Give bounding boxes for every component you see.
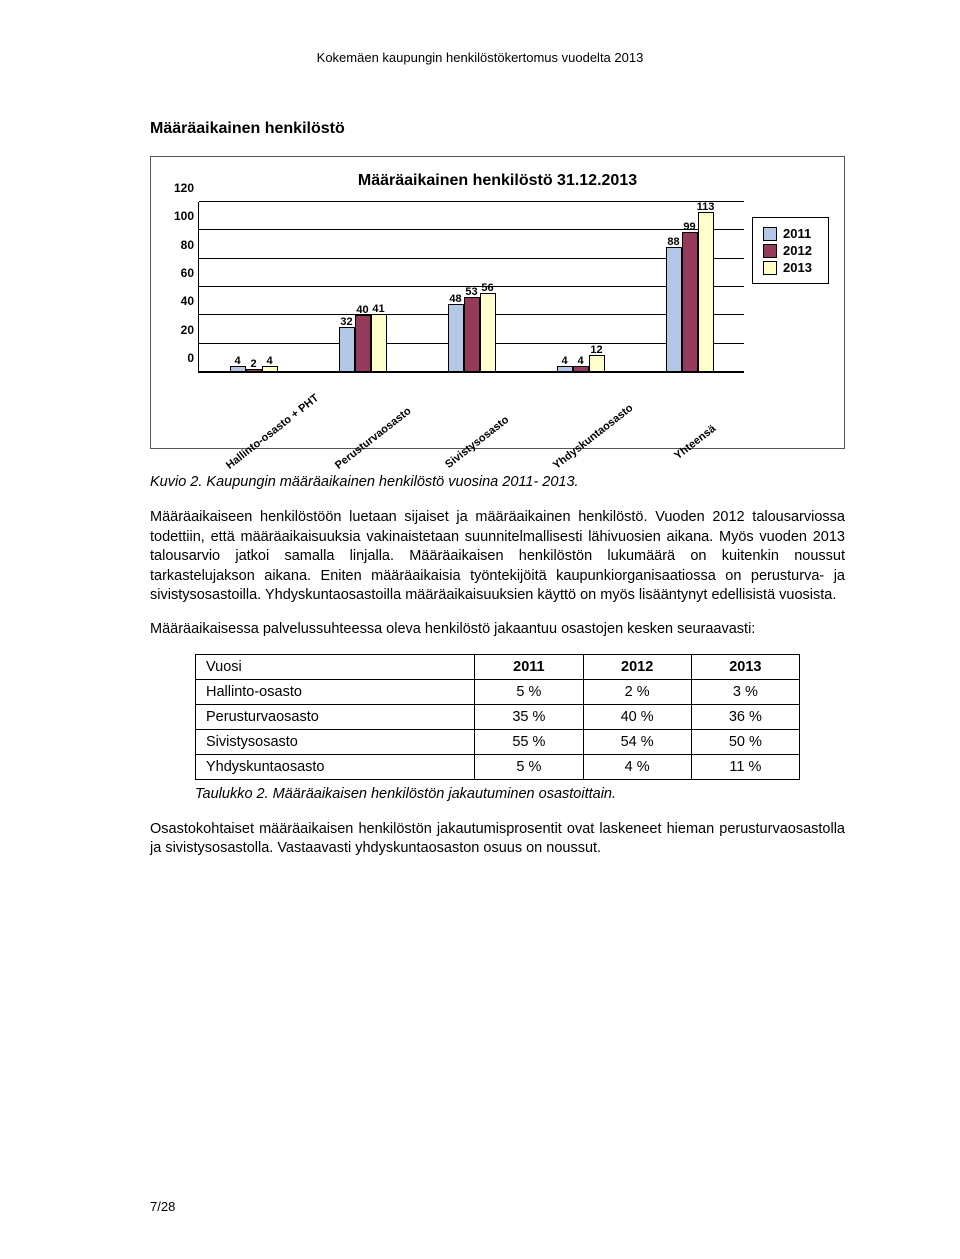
table-cell: 3 %	[691, 679, 799, 704]
chart-bar: 2	[246, 369, 262, 372]
chart-xlabel: Yhteensä	[660, 413, 766, 517]
chart-legend: 2011 2012 2013	[752, 217, 829, 284]
chart-bar: 4	[230, 366, 246, 372]
table-cell: 40 %	[583, 704, 691, 729]
table-row: Sivistysosasto55 %54 %50 %	[196, 729, 800, 754]
chart-group: 485356	[448, 293, 496, 372]
chart-xlabel: Perusturvaosasto	[333, 413, 439, 517]
chart-ytick: 20	[181, 323, 199, 337]
chart-bar: 4	[262, 366, 278, 372]
chart-group: 424	[230, 366, 278, 372]
page: Kokemäen kaupungin henkilöstökertomus vu…	[0, 0, 960, 1259]
chart-ytick: 100	[174, 209, 199, 223]
chart-bar-label: 113	[697, 201, 715, 213]
chart-body: 0204060801001204243240414853564412889911…	[166, 202, 829, 443]
table-cell: 4 %	[583, 754, 691, 779]
paragraph-3: Osastokohtaiset määräaikaisen henkilöstö…	[150, 820, 845, 859]
table-cell: 5 %	[475, 679, 583, 704]
chart-x-labels: Hallinto-osasto + PHTPerusturvaosastoSiv…	[198, 373, 744, 443]
legend-swatch	[763, 244, 777, 258]
paragraph-2: Määräaikaisessa palvelussuhteessa oleva …	[150, 620, 845, 640]
chart-bar-label: 88	[667, 236, 679, 248]
table-header-cell: 2013	[691, 654, 799, 679]
chart-bar-label: 4	[266, 355, 272, 367]
table-rowhead: Perusturvaosasto	[196, 704, 475, 729]
table-header-cell: 2012	[583, 654, 691, 679]
chart-xlabel: Sivistysosasto	[442, 413, 548, 517]
chart-plot-wrap: 0204060801001204243240414853564412889911…	[166, 202, 752, 443]
table-row: Hallinto-osasto5 %2 %3 %	[196, 679, 800, 704]
chart-bar-label: 12	[590, 344, 602, 356]
chart-bar-label: 4	[577, 355, 583, 367]
table-cell: 36 %	[691, 704, 799, 729]
chart-bar-label: 4	[561, 355, 567, 367]
chart-ytick: 120	[174, 181, 199, 195]
table-rowhead: Hallinto-osasto	[196, 679, 475, 704]
table-row: Perusturvaosasto35 %40 %36 %	[196, 704, 800, 729]
chart-bar: 4	[557, 366, 573, 372]
chart-group: 324041	[339, 314, 387, 372]
table-rowhead: Sivistysosasto	[196, 729, 475, 754]
table-corner-cell: Vuosi	[196, 654, 475, 679]
chart-bar: 32	[339, 327, 355, 372]
chart-group: 4412	[557, 355, 605, 372]
chart-bar: 4	[573, 366, 589, 372]
chart-bar: 12	[589, 355, 605, 372]
chart-bar-label: 48	[449, 293, 461, 305]
table-row: Yhdyskuntaosasto5 %4 %11 %	[196, 754, 800, 779]
table-cell: 5 %	[475, 754, 583, 779]
chart-bar-label: 99	[683, 221, 695, 233]
chart-ytick: 0	[187, 351, 199, 365]
table-caption: Taulukko 2. Määräaikaisen henkilöstön ja…	[195, 786, 845, 802]
table-cell: 55 %	[475, 729, 583, 754]
table-cell: 11 %	[691, 754, 799, 779]
chart-bar: 41	[371, 314, 387, 372]
chart-xlabel: Hallinto-osasto + PHT	[224, 413, 330, 517]
table-cell: 35 %	[475, 704, 583, 729]
paragraph-1: Määräaikaiseen henkilöstöön luetaan sija…	[150, 508, 845, 606]
chart-bar-label: 2	[250, 358, 256, 370]
chart-bar: 48	[448, 304, 464, 372]
table-header-cell: 2011	[475, 654, 583, 679]
chart-bar-label: 41	[372, 303, 384, 315]
chart-bar: 53	[464, 297, 480, 372]
document-header: Kokemäen kaupungin henkilöstökertomus vu…	[115, 50, 845, 65]
chart-xlabel: Yhdyskuntaosasto	[551, 413, 657, 517]
chart-plot: 0204060801001204243240414853564412889911…	[198, 202, 744, 373]
chart-ytick: 40	[181, 294, 199, 308]
table-rowhead: Yhdyskuntaosasto	[196, 754, 475, 779]
page-number: 7/28	[150, 1199, 175, 1214]
table-wrap: Vuosi201120122013Hallinto-osasto5 %2 %3 …	[195, 654, 800, 780]
chart-bar-label: 53	[465, 286, 477, 298]
legend-label: 2012	[783, 243, 812, 258]
legend-item: 2013	[763, 260, 818, 275]
legend-item: 2011	[763, 226, 818, 241]
chart-bar-label: 32	[340, 316, 352, 328]
chart-bar: 99	[682, 232, 698, 372]
chart-bar: 40	[355, 315, 371, 372]
chart-groups: 42432404148535644128899113	[199, 202, 744, 372]
legend-item: 2012	[763, 243, 818, 258]
section-title: Määräaikainen henkilöstö	[150, 120, 845, 138]
chart-title: Määräaikainen henkilöstö 31.12.2013	[166, 172, 829, 190]
legend-label: 2011	[783, 226, 811, 241]
legend-label: 2013	[783, 260, 812, 275]
chart-bar-label: 56	[481, 282, 493, 294]
chart-bar: 113	[698, 212, 714, 372]
chart-bar-label: 40	[356, 304, 368, 316]
chart-container: Määräaikainen henkilöstö 31.12.2013 0 20 4…	[150, 156, 845, 449]
chart-bar: 88	[666, 247, 682, 372]
table-cell: 2 %	[583, 679, 691, 704]
chart-bar: 56	[480, 293, 496, 372]
table-cell: 50 %	[691, 729, 799, 754]
chart-bar-label: 4	[234, 355, 240, 367]
data-table: Vuosi201120122013Hallinto-osasto5 %2 %3 …	[195, 654, 800, 780]
table-cell: 54 %	[583, 729, 691, 754]
chart-ytick: 80	[181, 238, 199, 252]
chart-group: 8899113	[666, 212, 714, 372]
chart-ytick: 60	[181, 266, 199, 280]
legend-swatch	[763, 261, 777, 275]
legend-swatch	[763, 227, 777, 241]
table-header-row: Vuosi201120122013	[196, 654, 800, 679]
